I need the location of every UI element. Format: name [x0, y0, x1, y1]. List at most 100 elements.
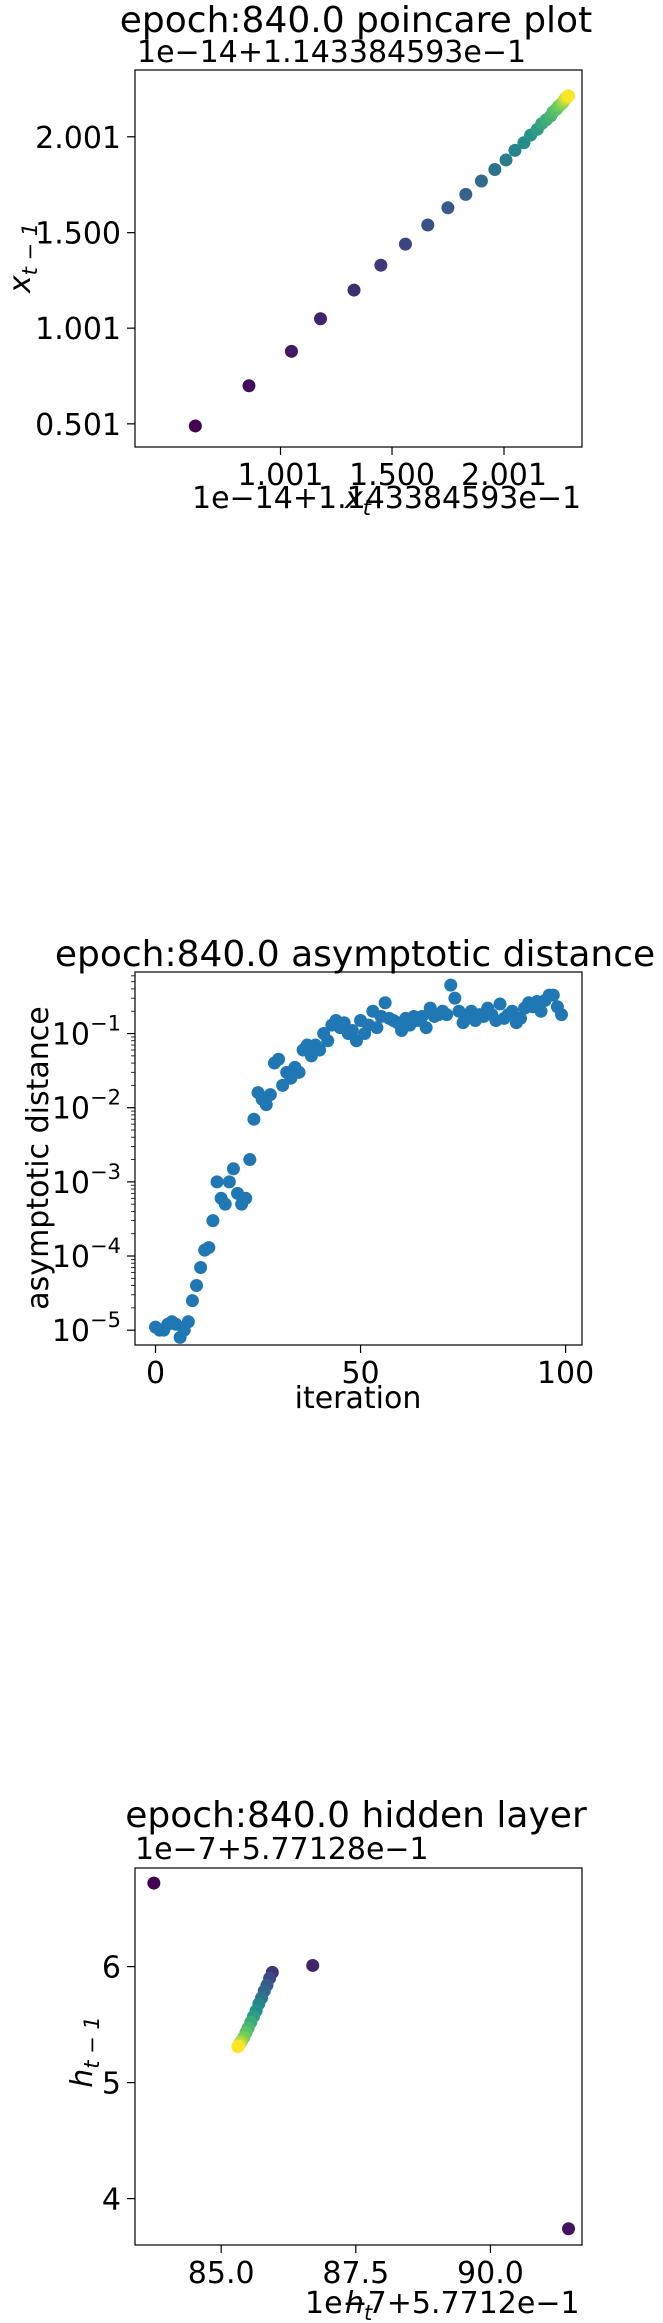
data-point	[398, 237, 412, 251]
data-point	[226, 1162, 240, 1176]
x-axis-label-subscript: t	[364, 2301, 373, 2323]
data-point	[499, 153, 513, 167]
data-point	[147, 1876, 161, 1890]
data-point	[242, 379, 256, 393]
x-tick-label: 50	[341, 1356, 379, 1391]
x-tick-label: 100	[537, 1356, 594, 1391]
y-tick-label: 2.001	[35, 121, 121, 156]
data-point	[202, 1241, 216, 1255]
y-tick-label: 1.001	[35, 312, 121, 347]
data-point	[419, 1021, 433, 1035]
x-axis: 0 50 100	[146, 1345, 594, 1391]
data-point	[345, 1023, 359, 1037]
x-tick-label: 87.5	[322, 2256, 389, 2291]
data-point	[321, 1034, 335, 1048]
asymptotic-distance-figure: epoch:840.0 asymptotic distance 10−5 10−4…	[0, 920, 663, 1440]
data-point	[259, 1098, 273, 1112]
y-axis-label-subscript: t − 1	[80, 2016, 104, 2069]
plot-frame	[134, 971, 583, 1346]
x-axis-label: xt	[344, 481, 372, 520]
data-point	[448, 991, 462, 1005]
scatter-points	[147, 1876, 576, 2236]
data-point	[554, 1008, 568, 1022]
data-point	[440, 1008, 454, 1022]
data-point	[459, 187, 473, 201]
scatter-points	[188, 89, 576, 433]
data-point	[493, 997, 507, 1011]
chart-title: epoch:840.0 poincare plot	[120, 0, 592, 41]
x-axis-label-main: h	[345, 2286, 364, 2321]
data-point	[546, 988, 560, 1002]
data-point	[534, 1004, 548, 1018]
y-axis: 4 5 6	[102, 1951, 135, 2218]
y-tick-label: 10−5	[52, 1308, 121, 1349]
x-tick-label: 1.500	[349, 458, 435, 493]
data-point	[415, 1009, 429, 1023]
data-point	[488, 163, 502, 177]
y-tick-label: 10−3	[52, 1160, 121, 1201]
data-point	[222, 1175, 236, 1189]
y-tick-label: 0.501	[35, 408, 121, 443]
data-point	[263, 1088, 277, 1102]
y-axis: 0.501 1.001 1.500 2.001	[35, 121, 135, 443]
chart-title: epoch:840.0 asymptotic distance	[55, 934, 655, 975]
x-axis-label: iteration	[295, 1381, 422, 1416]
data-point	[231, 2040, 245, 2054]
scatter-points	[149, 978, 568, 1344]
data-point	[188, 419, 202, 433]
x-tick-label: 90.0	[457, 2256, 524, 2291]
data-point	[474, 174, 488, 188]
x-tick-label: 1.001	[238, 458, 324, 493]
data-point	[190, 1279, 204, 1293]
y-axis-label: xt − 1	[3, 223, 42, 294]
hidden-layer-svg: epoch:840.0 hidden layer 1e−7+5.77128e−1…	[65, 1795, 587, 2323]
x-axis-label-main: x	[344, 481, 363, 516]
data-point	[444, 978, 458, 992]
y-tick-label: 10−4	[52, 1234, 121, 1275]
data-point	[284, 344, 298, 358]
y-axis: 10−5 10−4 10−3 10−2 10−1	[52, 975, 135, 1349]
y-tick-label: 5	[102, 2067, 121, 2102]
data-point	[181, 1315, 195, 1329]
data-point	[562, 2222, 576, 2236]
poincare-plot-figure: epoch:840.0 poincare plot 1e−14+1.143384…	[0, 0, 663, 600]
data-point	[210, 1175, 224, 1189]
data-point	[313, 1043, 327, 1057]
data-point	[337, 1016, 351, 1030]
data-point	[239, 1191, 253, 1205]
data-point	[370, 1021, 384, 1035]
data-point	[562, 89, 576, 103]
data-point	[441, 201, 455, 215]
y-tick-label: 4	[102, 2183, 121, 2218]
x-tick-label: 2.001	[461, 458, 547, 493]
y-tick-label: 10−2	[52, 1086, 121, 1127]
data-point	[421, 218, 435, 232]
data-point	[314, 312, 328, 326]
y-axis-label: ht − 1	[65, 2016, 104, 2088]
data-point	[378, 996, 392, 1010]
x-axis-label-subscript: t	[363, 496, 372, 520]
y-offset-label: 1e−14+1.143384593e−1	[137, 35, 526, 70]
x-tick-label: 0	[146, 1356, 165, 1391]
y-axis-label: asymptotic distance	[21, 1006, 56, 1309]
data-point	[247, 1112, 261, 1126]
x-offset-label: 1e−14+1.143384593e−1	[192, 481, 581, 516]
y-tick-label: 10−1	[52, 1012, 121, 1053]
x-offset-label: 1e−7+5.7712e−1	[305, 2286, 580, 2321]
data-point	[185, 1294, 199, 1308]
y-tick-label: 1.500	[35, 217, 121, 252]
y-axis-label-main: h	[65, 2069, 100, 2088]
plot-frame	[134, 1867, 583, 2246]
data-point	[243, 1153, 257, 1167]
x-axis-label: ht	[345, 2286, 373, 2323]
x-tick-label: 85.0	[188, 2256, 255, 2291]
x-axis: 1.001 1.500 2.001	[238, 447, 547, 493]
x-axis: 85.0 87.5 90.0	[188, 2245, 524, 2291]
data-point	[218, 1197, 232, 1211]
asymptotic-distance-svg: epoch:840.0 asymptotic distance 10−5 10−4…	[21, 934, 655, 1416]
data-point	[306, 1958, 320, 1972]
data-point	[347, 283, 361, 297]
data-point	[272, 1052, 286, 1066]
y-axis-label-subscript: t − 1	[18, 223, 42, 276]
hidden-layer-figure: epoch:840.0 hidden layer 1e−7+5.77128e−1…	[0, 1790, 663, 2323]
